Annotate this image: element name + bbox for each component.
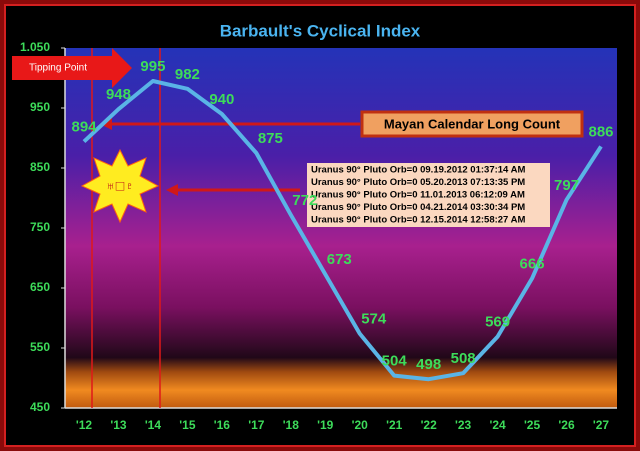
long-count-label: Mayan Calendar Long Count	[384, 116, 561, 131]
x-tick-label: '25	[524, 418, 541, 432]
value-label: 995	[140, 58, 165, 75]
starburst	[80, 148, 160, 224]
value-label: 875	[258, 130, 283, 147]
value-label: 508	[451, 350, 476, 367]
x-tick-label: '16	[214, 418, 231, 432]
value-label: 574	[361, 311, 387, 328]
y-tick-label: 550	[30, 340, 50, 354]
value-label: 894	[71, 119, 97, 136]
value-label: 673	[327, 251, 352, 268]
arrow-head	[100, 118, 112, 130]
orb-table	[307, 163, 550, 227]
y-tick-label: 950	[30, 100, 50, 114]
x-tick-label: '15	[179, 418, 196, 432]
value-label: 940	[209, 91, 234, 108]
orb-row: Uranus 90° Pluto Orb=0 11.01.2013 06:12:…	[311, 190, 525, 201]
x-tick-label: '12	[76, 418, 93, 432]
value-label: 569	[485, 314, 510, 331]
value-label: 886	[588, 123, 613, 140]
orb-row: Uranus 90° Pluto Orb=0 05.20.2013 07:13:…	[311, 177, 525, 188]
value-label: 504	[382, 353, 408, 370]
tipping-arrow	[12, 48, 132, 88]
x-tick-label: '13	[110, 418, 127, 432]
y-tick-label: 450	[30, 400, 50, 414]
y-tick-label: 650	[30, 280, 50, 294]
long-count-box	[360, 110, 584, 138]
x-tick-label: '20	[352, 418, 369, 432]
chart-title: Barbault's Cyclical Index	[220, 21, 421, 40]
orb-row: Uranus 90° Pluto Orb=0 09.19.2012 01:37:…	[311, 165, 525, 176]
orb-row: Uranus 90° Pluto Orb=0 12.15.2014 12:58:…	[311, 215, 525, 226]
x-tick-label: '21	[386, 418, 403, 432]
x-tick-label: '17	[248, 418, 265, 432]
value-label: 666	[520, 255, 545, 272]
arrow-head	[166, 184, 178, 196]
x-tick-label: '23	[455, 418, 472, 432]
orb-row: Uranus 90° Pluto Orb=0 04.21.2014 03:30:…	[311, 202, 525, 213]
y-tick-label: 1.050	[20, 40, 50, 54]
aspect-symbol: ♅□♇	[105, 178, 134, 194]
x-tick-label: '27	[593, 418, 610, 432]
value-label: 982	[175, 66, 200, 83]
x-tick-label: '14	[145, 418, 162, 432]
value-label: 797	[554, 177, 579, 194]
x-tick-label: '26	[558, 418, 575, 432]
value-label: 498	[416, 356, 441, 373]
x-tick-label: '19	[317, 418, 334, 432]
plot-area	[65, 48, 617, 408]
line	[82, 79, 603, 382]
y-tick-label: 850	[30, 160, 50, 174]
value-label: 948	[106, 86, 131, 103]
y-tick-label: 750	[30, 220, 50, 234]
x-tick-label: '18	[283, 418, 300, 432]
x-tick-label: '24	[489, 418, 506, 432]
value-label: 772	[292, 192, 317, 209]
x-tick-label: '22	[421, 418, 438, 432]
tipping-label: Tipping Point	[29, 63, 87, 74]
